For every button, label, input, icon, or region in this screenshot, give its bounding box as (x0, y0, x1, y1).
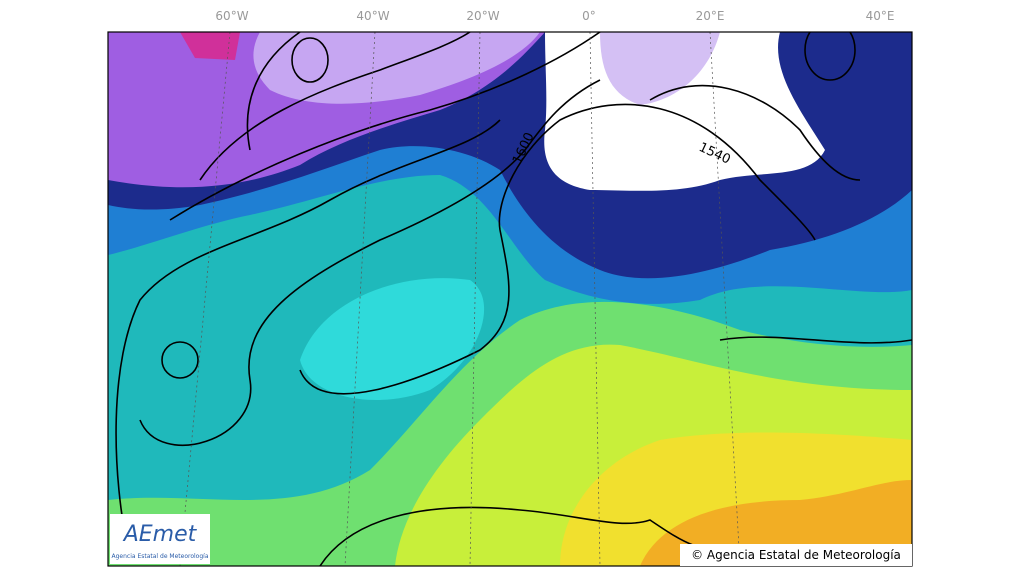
longitude-label: 40°W (356, 9, 389, 23)
logo-name: AEmet (122, 522, 198, 547)
meridian (469, 32, 481, 566)
contour (299, 103, 816, 395)
copyright: © Agencia Estatal de Meteorología (691, 548, 901, 562)
logo: AEmet Agencia Estatal de Meteorología (110, 514, 210, 564)
logo-box (110, 514, 210, 564)
contour (169, 32, 601, 221)
contour (199, 32, 471, 181)
longitude-label: 60°W (215, 9, 248, 23)
lavender-core (600, 32, 720, 105)
contour (319, 506, 741, 566)
longitude-label: 40°E (866, 9, 895, 23)
contours (115, 32, 912, 566)
map-field: 1600 1540 (108, 32, 912, 566)
meridian (179, 32, 231, 566)
longitude-label: 20°W (466, 9, 499, 23)
contour (115, 119, 501, 561)
longitude-label: 20°E (696, 9, 725, 23)
contour (139, 79, 601, 446)
contour (246, 32, 301, 151)
copyright-box (680, 544, 912, 566)
contour (804, 32, 856, 81)
lavender-area (253, 32, 540, 104)
longitude-label: 0° (582, 9, 596, 23)
contour (161, 341, 199, 379)
map-frame (107, 31, 913, 567)
contour (649, 84, 861, 181)
meridian (344, 32, 376, 566)
logo-subtitle: Agencia Estatal de Meteorología (112, 553, 209, 560)
graticule (179, 32, 741, 566)
contour (719, 336, 912, 344)
longitude-labels: 60°W 40°W 20°W 0° 20°E 40°E (215, 9, 894, 23)
contour (291, 37, 329, 83)
meridian (709, 32, 741, 566)
magenta-patch (180, 32, 240, 60)
meridian (589, 32, 601, 566)
